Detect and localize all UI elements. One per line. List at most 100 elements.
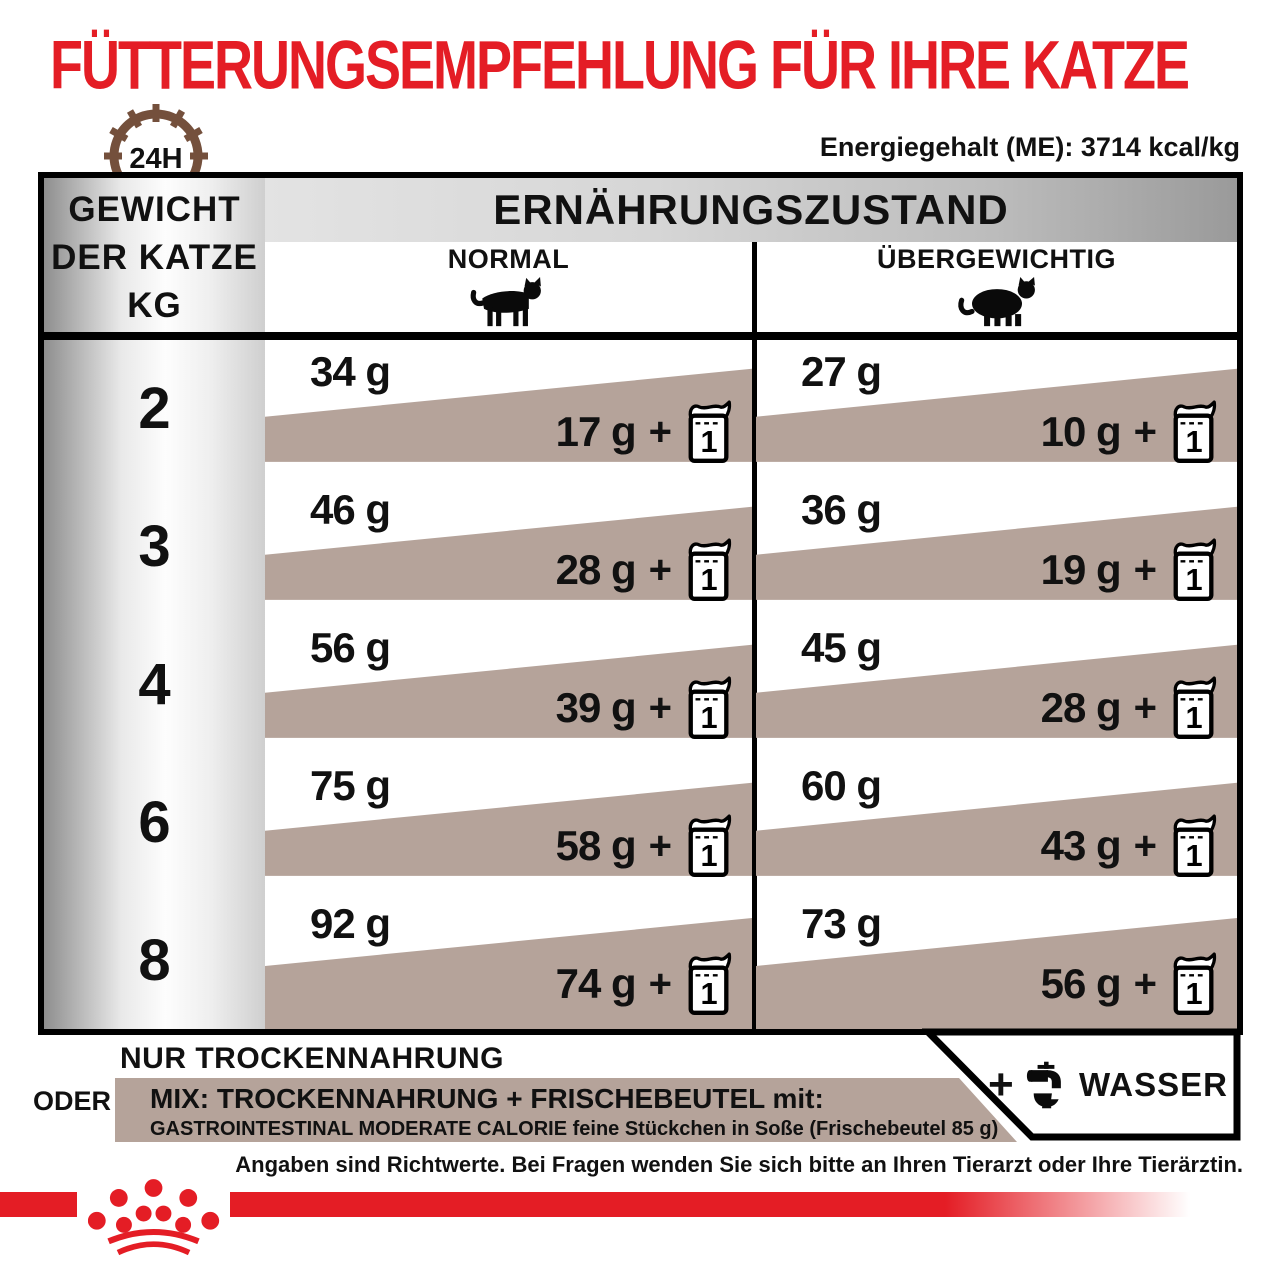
column-divider xyxy=(752,242,757,1029)
mix-amount: 17 g + 1 xyxy=(556,397,734,467)
feeding-cell-overweight: 36 g 19 g + 1 xyxy=(756,478,1237,615)
water-box xyxy=(922,1028,1241,1141)
pouch-count: 1 xyxy=(700,424,717,459)
overweight-label: ÜBERGEWICHTIG xyxy=(877,244,1116,274)
feeding-cell-overweight: 45 g 28 g + 1 xyxy=(756,616,1237,753)
24h-clock-icon: 24H xyxy=(104,104,208,174)
pouch-count: 1 xyxy=(700,838,717,873)
mix-amount: 43 g + 1 xyxy=(1041,811,1219,881)
plus-sign: + xyxy=(1133,823,1157,868)
pouch-icon: 1 xyxy=(1173,400,1217,464)
feeding-cell-normal: 75 g 58 g + 1 xyxy=(265,754,752,891)
pouch-icon: 1 xyxy=(1173,538,1217,602)
pouch-count: 1 xyxy=(1185,700,1202,735)
dry-only-amount: 34 g xyxy=(310,348,391,395)
normal-cat-icon xyxy=(470,277,541,327)
weight-value: 2 xyxy=(138,376,171,441)
mix-grams: 10 g xyxy=(1040,408,1122,455)
mix-grams: 56 g xyxy=(1040,960,1122,1007)
column-overweight: ÜBERGEWICHTIG xyxy=(756,242,1237,332)
weight-header-line-3: KG xyxy=(127,286,182,325)
mix-amount: 10 g + 1 xyxy=(1041,397,1219,467)
dry-only-amount: 56 g xyxy=(310,624,391,671)
mix-grams: 74 g xyxy=(555,960,637,1007)
dry-only-amount: 60 g xyxy=(801,762,882,809)
crown-logo xyxy=(88,1179,220,1256)
dry-only-amount: 27 g xyxy=(801,348,882,395)
plus-sign: + xyxy=(1133,547,1157,592)
pouch-count: 1 xyxy=(700,700,717,735)
dry-only-amount: 73 g xyxy=(801,900,882,947)
plus-sign: + xyxy=(648,823,672,868)
header-separator xyxy=(44,332,1237,340)
plus-sign: + xyxy=(648,961,672,1006)
dry-only-amount: 75 g xyxy=(310,762,391,809)
pouch-icon: 1 xyxy=(1173,676,1217,740)
dry-only-amount: 36 g xyxy=(801,486,882,533)
pouch-count: 1 xyxy=(700,976,717,1011)
feeding-cell-normal: 92 g 74 g + 1 xyxy=(265,892,752,1029)
weight-column xyxy=(44,178,265,1029)
dry-only-amount: 92 g xyxy=(310,900,391,947)
mix-grams: 17 g xyxy=(555,408,637,455)
pouch-icon: 1 xyxy=(688,952,732,1016)
pouch-icon: 1 xyxy=(688,814,732,878)
feeding-cell-overweight: 27 g 10 g + 1 xyxy=(756,340,1237,477)
feeding-cell-overweight: 60 g 43 g + 1 xyxy=(756,754,1237,891)
feeding-cell-overweight: 73 g 56 g + 1 xyxy=(756,892,1237,1029)
pouch-count: 1 xyxy=(1185,838,1202,873)
overweight-cat-icon xyxy=(957,277,1035,327)
pouch-count: 1 xyxy=(1185,424,1202,459)
feeding-cell-normal: 46 g 28 g + 1 xyxy=(265,478,752,615)
mix-amount: 28 g + 1 xyxy=(556,535,734,605)
plus-sign: + xyxy=(1133,409,1157,454)
mix-grams: 43 g xyxy=(1040,822,1122,869)
pouch-icon: 1 xyxy=(1173,952,1217,1016)
mix-grams: 58 g xyxy=(555,822,637,869)
weight-value: 6 xyxy=(138,790,171,855)
mix-amount: 19 g + 1 xyxy=(1041,535,1219,605)
mix-grams: 28 g xyxy=(1040,684,1122,731)
feeding-table: GEWICHT DER KATZE KG ERNÄHRUNGSZUSTAND N… xyxy=(38,172,1243,1035)
normal-label: NORMAL xyxy=(447,244,570,274)
plus-sign: + xyxy=(1133,961,1157,1006)
page-title: FÜTTERUNGSEMPFEHLUNG FÜR IHRE KATZE xyxy=(50,27,1190,105)
pouch-icon: 1 xyxy=(688,538,732,602)
plus-sign: + xyxy=(648,409,672,454)
mix-grams: 39 g xyxy=(555,684,637,731)
pouch-icon: 1 xyxy=(1173,814,1217,878)
table-row: 56 g 39 g + 1 45 g 28 g + xyxy=(265,616,1237,753)
weight-value: 4 xyxy=(138,652,171,717)
pouch-count: 1 xyxy=(700,562,717,597)
column-normal: NORMAL xyxy=(265,242,752,332)
faucet-icon xyxy=(1026,1061,1063,1109)
feeding-cell-normal: 56 g 39 g + 1 xyxy=(265,616,752,753)
pouch-count: 1 xyxy=(1185,976,1202,1011)
mix-amount: 28 g + 1 xyxy=(1041,673,1219,743)
legend-dry-only: NUR TROCKENNAHRUNG xyxy=(120,1042,504,1075)
weight-header-line-2: DER KATZE xyxy=(51,238,258,277)
mix-amount: 74 g + 1 xyxy=(556,949,734,1019)
weight-column-header: GEWICHT DER KATZE KG xyxy=(44,186,265,330)
pouch-count: 1 xyxy=(1185,562,1202,597)
pouch-icon: 1 xyxy=(688,676,732,740)
legend-mix-subtitle: GASTROINTESTINAL MODERATE CALORIE feine … xyxy=(150,1118,999,1140)
condition-subheader: NORMAL ÜBERGEWICHTIG xyxy=(265,242,1237,332)
mix-amount: 58 g + 1 xyxy=(556,811,734,881)
dry-only-amount: 45 g xyxy=(801,624,882,671)
condition-header: ERNÄHRUNGSZUSTAND xyxy=(265,178,1237,242)
clock-label: 24H xyxy=(129,143,182,174)
mix-amount: 39 g + 1 xyxy=(556,673,734,743)
water-content: + WASSER xyxy=(988,1044,1228,1126)
table-row: 34 g 17 g + 1 27 g 10 g + xyxy=(265,340,1237,477)
table-row: 46 g 28 g + 1 36 g 19 g + xyxy=(265,478,1237,615)
plus-sign: + xyxy=(648,547,672,592)
plus-sign: + xyxy=(648,685,672,730)
dry-only-amount: 46 g xyxy=(310,486,391,533)
energy-content-label: Energiegehalt (ME): 3714 kcal/kg xyxy=(819,132,1240,162)
legend-oder: ODER xyxy=(33,1086,112,1116)
pouch-icon: 1 xyxy=(688,400,732,464)
table-row: 75 g 58 g + 1 60 g 43 g + xyxy=(265,754,1237,891)
weight-value: 8 xyxy=(138,928,171,993)
